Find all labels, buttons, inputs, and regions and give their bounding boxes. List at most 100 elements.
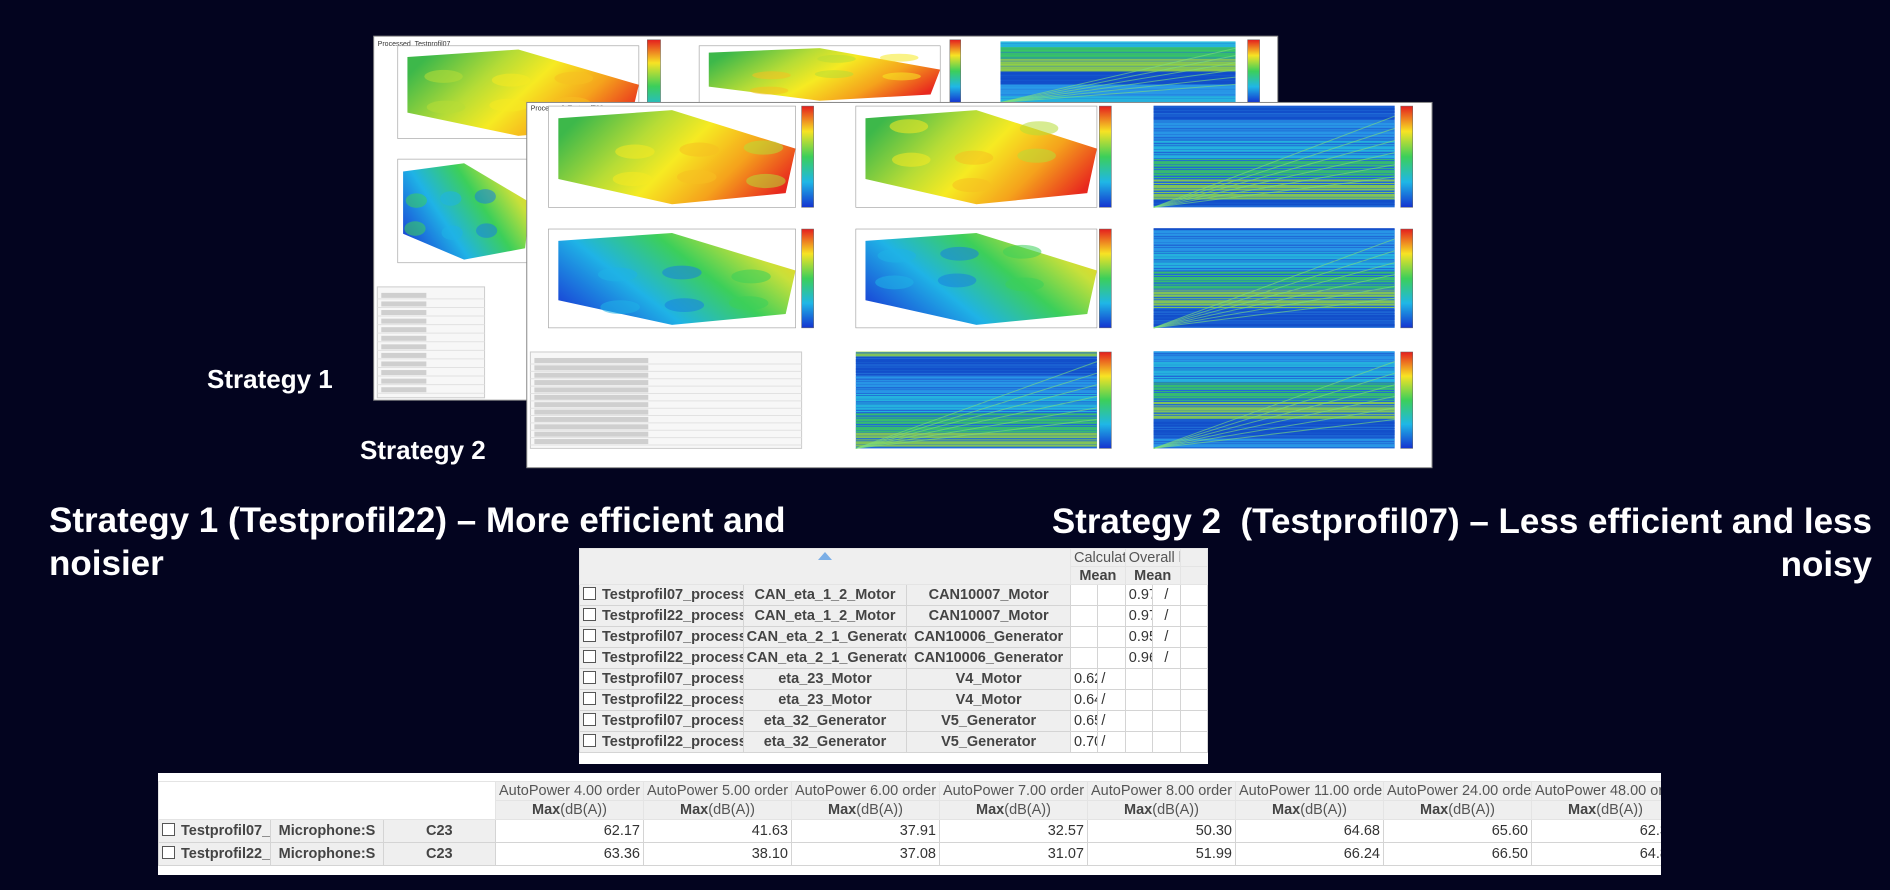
cell-text: 0.95	[1128, 629, 1152, 645]
table-cell	[1069, 647, 1099, 669]
cell-text: 66.24	[1343, 846, 1380, 862]
colorbar	[801, 228, 814, 329]
spectro-order	[855, 407, 1097, 449]
cell-text: Testprofil22_processed	[602, 734, 742, 750]
cell-text: AutoPower 24.00 order	[1387, 783, 1532, 799]
spectro-order	[1000, 83, 1236, 103]
contour-blob	[814, 70, 854, 79]
colorbar	[1099, 105, 1112, 208]
cell-text: Max	[680, 802, 709, 818]
table-cell: /	[1097, 689, 1126, 711]
table-cell: Max(dB(A))	[939, 800, 1088, 820]
table-cell: Testprofil07_processed	[579, 626, 744, 648]
table-row: Testprofil22_processed eta_32_Generator V5…	[579, 731, 1208, 753]
table-cell: Testprofil07_processed	[579, 668, 744, 690]
table-panel: CalculateOverall levelMeanMeanTestprofil…	[579, 548, 1208, 764]
cell-text: 0.97	[1128, 587, 1152, 603]
table-cell	[1179, 731, 1208, 753]
window-title: Processed_Testprofil07	[378, 41, 451, 48]
cell-text: AutoPower 48.00 order	[1535, 783, 1661, 799]
mini-row	[381, 361, 427, 367]
table-cell: Testprofil22_processed	[158, 842, 272, 866]
mini-row	[381, 310, 427, 316]
spectro-order	[1000, 62, 1236, 103]
table-cell	[158, 781, 496, 820]
table-cell: CAN_eta_2_1_Generator	[742, 647, 908, 669]
contour-blob	[877, 248, 917, 263]
cell-text: 63.36	[603, 846, 640, 862]
contour-blob	[954, 150, 994, 165]
table-cell: eta_32_Generator	[742, 710, 908, 732]
contour-blob	[424, 69, 463, 83]
cell-text: CAN10007_Motor	[928, 608, 1049, 624]
cell-text: V5_Generator	[941, 734, 1037, 750]
contour-blob	[728, 296, 769, 311]
contour-blob	[676, 169, 717, 185]
table-cell: Testprofil22_processed	[579, 689, 744, 711]
table-row: Testprofil07_processed Microphone:S C23 62.…	[158, 819, 1661, 843]
table-cell	[579, 548, 1071, 585]
cell-text: 62.34	[1639, 823, 1661, 839]
spectro-order	[1000, 47, 1236, 103]
cell-text: 66.50	[1491, 846, 1528, 862]
table-cell: AutoPower 11.00 order	[1235, 781, 1384, 801]
cell-text: AutoPower 5.00 order	[647, 783, 789, 799]
table-header-row: AutoPower 4.00 order AutoPower 5.00 order…	[158, 781, 1661, 820]
mini-row	[534, 372, 649, 378]
cell-text: AutoPower 6.00 order	[795, 783, 937, 799]
cell-text: (dB(A))	[1004, 802, 1051, 818]
table-cell: V4_Motor	[906, 668, 1071, 690]
table-cell: C23	[382, 842, 497, 866]
contour-plot	[865, 232, 1097, 325]
sort-arrow-shape	[818, 552, 832, 560]
spectro-order	[1153, 262, 1395, 329]
table-cell: CAN10006_Generator	[906, 626, 1071, 648]
cell-text: Testprofil07_processed	[602, 671, 742, 687]
table-row: Testprofil07_processed CAN_eta_1_2_Motor C…	[579, 584, 1208, 606]
spectro-order	[855, 361, 1098, 449]
table-cell	[1097, 605, 1126, 627]
cell-text: 0.64	[1074, 692, 1097, 708]
contour-blob	[937, 273, 977, 288]
cell-text: eta_32_Generator	[763, 713, 887, 729]
cell-text: (dB(A))	[856, 802, 903, 818]
checkbox	[583, 692, 596, 705]
spectro-order	[1153, 115, 1395, 208]
cell-text: /	[1101, 734, 1106, 750]
cell-text: 37.91	[899, 823, 936, 839]
colorbar	[801, 105, 814, 208]
table-row: Testprofil22_processed Microphone:S C23 63.…	[158, 842, 1661, 866]
mini-row	[534, 402, 649, 408]
cell-text: V5_Generator	[941, 713, 1037, 729]
mini-row	[534, 431, 649, 437]
colorbar	[1400, 105, 1413, 208]
contour-blob	[743, 140, 784, 155]
table-cell: CAN10007_Motor	[906, 584, 1071, 606]
cell-text: Overall level	[1128, 549, 1179, 566]
mini-row	[381, 292, 427, 298]
cell-text: Max	[976, 802, 1005, 818]
table-header-row: Max(dB(A)) Max(dB(A)) Max(dB(A)) Max(dB(A))…	[159, 800, 1661, 820]
table-cell: 37.08	[791, 842, 940, 866]
colorbar	[1099, 228, 1112, 329]
table-cell: AutoPower 7.00 order	[939, 781, 1088, 801]
cell-text: AutoPower 8.00 order	[1091, 783, 1233, 799]
mini-row	[534, 439, 649, 445]
cell-text: Microphone:S	[278, 823, 376, 839]
spectro-order	[1153, 361, 1395, 449]
table: AutoPower 4.00 order AutoPower 5.00 order…	[158, 781, 1661, 866]
contour-blob	[600, 300, 640, 315]
table-cell: 0.96	[1124, 647, 1154, 669]
table-cell: AutoPower 5.00 order	[643, 781, 792, 801]
colorbar	[1400, 228, 1413, 329]
cell-text: /	[1101, 671, 1106, 687]
table-cell	[1179, 689, 1208, 711]
table-cell	[1179, 566, 1208, 585]
table-cell: Max(dB(A))	[1235, 800, 1384, 820]
cell-text: 0.62	[1074, 671, 1097, 687]
table-cell: Testprofil07_processed	[579, 584, 744, 606]
table-cell: AutoPower 48.00 order	[1531, 781, 1661, 801]
table-cell: Testprofil22_processed	[579, 605, 744, 627]
cell-text: (dB(A))	[1596, 802, 1643, 818]
